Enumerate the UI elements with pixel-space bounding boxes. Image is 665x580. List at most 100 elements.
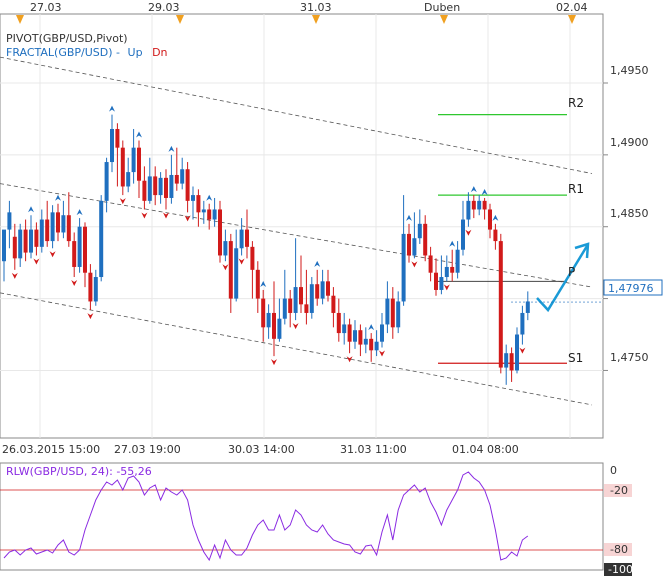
candle-body — [331, 295, 336, 313]
fractal-down-marker — [163, 212, 169, 219]
candle — [336, 298, 341, 342]
candle-body — [288, 298, 293, 313]
candle-body — [272, 312, 276, 339]
candle-body — [93, 277, 98, 302]
candle-body — [223, 241, 228, 256]
candle-body — [396, 301, 401, 328]
fractal-down-marker — [465, 229, 472, 236]
candle-body — [39, 219, 44, 247]
fractal-down-marker — [11, 272, 18, 279]
candle-body — [282, 298, 287, 319]
fractal-up-marker — [168, 145, 175, 152]
candle — [471, 195, 476, 219]
candle-body — [191, 195, 195, 201]
candle-body — [342, 324, 347, 334]
candle-body — [493, 229, 498, 242]
fractal-down-marker — [271, 359, 277, 366]
session-marker-icon — [568, 15, 576, 24]
candle — [66, 192, 71, 247]
candle-body — [234, 248, 239, 299]
candle — [396, 291, 401, 334]
rlw-tick-label: -100 — [608, 563, 633, 576]
candle-body — [207, 209, 212, 220]
candle — [417, 209, 422, 244]
candle-body — [45, 219, 50, 242]
candle — [191, 186, 195, 220]
rlw-level-box — [604, 543, 632, 556]
candle — [29, 215, 33, 259]
rlw-tick-label: -20 — [610, 484, 628, 497]
candle — [223, 229, 228, 262]
candle-body — [482, 200, 487, 210]
candle-body — [245, 229, 249, 247]
candle-body — [461, 219, 465, 250]
candle-body — [255, 269, 260, 299]
fractal-up-marker — [260, 280, 267, 287]
candle — [326, 269, 330, 302]
candle — [385, 281, 390, 334]
candle — [245, 209, 249, 259]
candle — [363, 327, 368, 354]
candle-body — [56, 212, 60, 233]
pivot-labels: R2 R1 P S1 — [568, 96, 584, 365]
candle-body — [7, 212, 12, 230]
candle-body — [444, 266, 449, 278]
candle — [137, 140, 141, 198]
candle — [164, 169, 168, 210]
candle — [369, 333, 374, 362]
legend-fractal-up: Up — [128, 46, 143, 59]
candle — [482, 197, 487, 220]
candle-body — [299, 287, 303, 305]
candle — [56, 203, 60, 242]
candle — [299, 255, 303, 313]
candle — [347, 318, 352, 354]
session-marker-icon — [440, 15, 448, 24]
candle — [110, 114, 114, 173]
candle — [450, 249, 455, 282]
candle-body — [471, 200, 476, 210]
candle — [7, 200, 12, 249]
price-axis: 1,4950 1,4900 1,4850 1,4750 — [610, 64, 649, 364]
fractal-down-marker — [33, 258, 40, 265]
bottom-time-label: 26.03.2015 15:00 — [2, 443, 100, 456]
candle — [153, 166, 158, 206]
candle-body — [142, 180, 147, 201]
candle-body — [525, 301, 530, 313]
candle — [466, 192, 471, 227]
fractal-down-marker — [141, 212, 148, 219]
candle-body — [99, 200, 104, 278]
fractal-down-marker — [222, 264, 229, 271]
candle-body — [185, 169, 190, 201]
candle-body — [88, 272, 93, 302]
bottom-time-label: 31.03 11:00 — [340, 443, 407, 456]
candle-body — [174, 174, 179, 184]
candle — [509, 347, 514, 382]
candle-body — [29, 229, 33, 253]
legend-fractal-dn: Dn — [152, 46, 167, 59]
candle — [444, 255, 449, 282]
candle-body — [12, 236, 17, 259]
fractal-up-marker — [314, 260, 321, 267]
candle-body — [201, 209, 206, 213]
candle — [61, 200, 66, 239]
candle — [83, 222, 87, 288]
candle-body — [110, 128, 114, 163]
candle-body — [363, 338, 368, 345]
candle-body — [158, 177, 163, 196]
fractal-up-marker — [368, 324, 375, 331]
candle — [255, 261, 260, 313]
candle — [2, 229, 6, 282]
candle — [439, 255, 444, 295]
candle-body — [218, 209, 222, 256]
main-plot-frame — [0, 13, 604, 439]
candle — [180, 157, 185, 190]
candle-body — [34, 229, 39, 247]
fractal-up-marker — [109, 105, 115, 112]
candle-body — [434, 272, 438, 290]
rlw-series-line — [3, 471, 529, 562]
fractal-down-marker — [71, 280, 78, 287]
channel-line — [0, 292, 593, 406]
candle-body — [466, 200, 471, 220]
bottom-time-label: 27.03 19:00 — [114, 443, 181, 456]
